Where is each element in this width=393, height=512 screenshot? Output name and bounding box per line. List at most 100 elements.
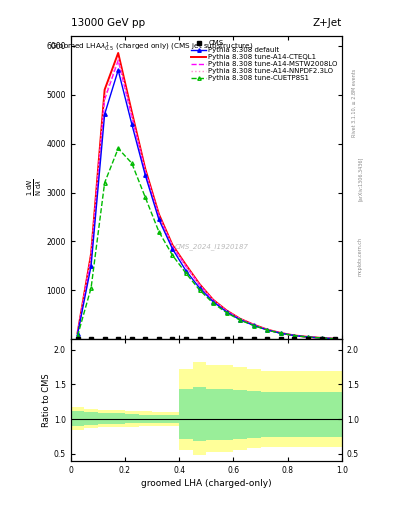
Pythia 8.308 tune-CUETP8S1	[292, 332, 297, 338]
Pythia 8.308 default	[333, 336, 338, 342]
Pythia 8.308 tune-A14-CTEQL1	[184, 262, 188, 268]
Pythia 8.308 default	[265, 327, 270, 333]
Pythia 8.308 tune-A14-CTEQL1	[265, 327, 270, 333]
Pythia 8.308 default	[211, 298, 215, 305]
Pythia 8.308 tune-A14-CTEQL1	[156, 211, 161, 217]
Pythia 8.308 tune-A14-MSTW2008LO	[319, 335, 324, 341]
Pythia 8.308 tune-A14-CTEQL1	[224, 307, 229, 313]
Pythia 8.308 tune-A14-CTEQL1	[238, 316, 242, 322]
Text: Z+Jet: Z+Jet	[313, 18, 342, 28]
Pythia 8.308 tune-A14-NNPDF2.3LO	[265, 327, 270, 333]
Pythia 8.308 tune-CUETP8S1	[211, 300, 215, 306]
Pythia 8.308 default	[129, 121, 134, 127]
Pythia 8.308 tune-A14-CTEQL1	[292, 332, 297, 338]
Pythia 8.308 tune-A14-CTEQL1	[102, 87, 107, 93]
Pythia 8.308 tune-CUETP8S1	[143, 195, 148, 201]
CMS	[306, 336, 310, 343]
Pythia 8.308 tune-A14-MSTW2008LO	[75, 330, 80, 336]
Text: mcplots.cern.ch: mcplots.cern.ch	[358, 237, 363, 275]
Pythia 8.308 tune-A14-MSTW2008LO	[89, 255, 94, 262]
Pythia 8.308 tune-A14-MSTW2008LO	[279, 330, 283, 336]
CMS	[252, 336, 256, 343]
CMS	[224, 336, 229, 343]
Pythia 8.308 tune-A14-NNPDF2.3LO	[319, 335, 324, 341]
Pythia 8.308 tune-A14-NNPDF2.3LO	[292, 332, 297, 338]
Pythia 8.308 tune-CUETP8S1	[252, 323, 256, 329]
Pythia 8.308 tune-A14-MSTW2008LO	[306, 334, 310, 340]
Pythia 8.308 tune-A14-NNPDF2.3LO	[197, 282, 202, 288]
Pythia 8.308 default	[224, 309, 229, 315]
CMS	[129, 336, 134, 343]
Pythia 8.308 tune-A14-NNPDF2.3LO	[238, 316, 242, 322]
CMS	[170, 336, 175, 343]
CMS	[265, 336, 270, 343]
Y-axis label: $\frac{1}{\mathrm{N}}\frac{\mathrm{d}N}{\mathrm{d}\lambda}$: $\frac{1}{\mathrm{N}}\frac{\mathrm{d}N}{…	[26, 179, 44, 197]
Pythia 8.308 tune-CUETP8S1	[224, 310, 229, 316]
Pythia 8.308 tune-CUETP8S1	[184, 270, 188, 276]
Pythia 8.308 default	[89, 263, 94, 269]
Pythia 8.308 tune-CUETP8S1	[75, 333, 80, 339]
Pythia 8.308 tune-A14-NNPDF2.3LO	[129, 112, 134, 118]
Line: Pythia 8.308 tune-CUETP8S1: Pythia 8.308 tune-CUETP8S1	[76, 147, 337, 340]
Pythia 8.308 tune-A14-MSTW2008LO	[292, 332, 297, 338]
Text: [arXiv:1306.3436]: [arXiv:1306.3436]	[358, 157, 363, 201]
CMS	[89, 336, 94, 343]
Pythia 8.308 tune-A14-MSTW2008LO	[102, 96, 107, 102]
Line: Pythia 8.308 default: Pythia 8.308 default	[76, 69, 337, 340]
Pythia 8.308 tune-A14-MSTW2008LO	[265, 327, 270, 333]
Text: CMS_2024_I1920187: CMS_2024_I1920187	[175, 243, 249, 250]
Pythia 8.308 tune-A14-MSTW2008LO	[129, 114, 134, 120]
Pythia 8.308 tune-CUETP8S1	[102, 180, 107, 186]
Pythia 8.308 default	[116, 67, 121, 73]
Text: Rivet 3.1.10, ≥ 2.8M events: Rivet 3.1.10, ≥ 2.8M events	[352, 68, 357, 137]
CMS	[197, 336, 202, 343]
Pythia 8.308 tune-A14-CTEQL1	[143, 166, 148, 172]
Pythia 8.308 tune-A14-NNPDF2.3LO	[156, 212, 161, 219]
CMS	[143, 336, 148, 343]
Pythia 8.308 tune-A14-CTEQL1	[129, 109, 134, 115]
Legend: CMS, Pythia 8.308 default, Pythia 8.308 tune-A14-CTEQL1, Pythia 8.308 tune-A14-M: CMS, Pythia 8.308 default, Pythia 8.308 …	[190, 39, 338, 82]
Pythia 8.308 tune-A14-MSTW2008LO	[156, 214, 161, 220]
CMS	[319, 336, 324, 343]
Pythia 8.308 tune-A14-CTEQL1	[252, 322, 256, 328]
Pythia 8.308 tune-A14-NNPDF2.3LO	[102, 94, 107, 100]
Pythia 8.308 tune-A14-NNPDF2.3LO	[170, 243, 175, 249]
Pythia 8.308 tune-CUETP8S1	[333, 336, 338, 342]
Line: CMS: CMS	[76, 337, 337, 341]
Pythia 8.308 default	[279, 330, 283, 336]
Pythia 8.308 tune-A14-NNPDF2.3LO	[279, 330, 283, 336]
Pythia 8.308 tune-A14-NNPDF2.3LO	[211, 297, 215, 303]
Pythia 8.308 default	[143, 173, 148, 179]
Pythia 8.308 tune-A14-MSTW2008LO	[238, 316, 242, 322]
Pythia 8.308 tune-A14-MSTW2008LO	[143, 169, 148, 175]
Pythia 8.308 tune-A14-MSTW2008LO	[197, 282, 202, 288]
Pythia 8.308 tune-A14-MSTW2008LO	[170, 243, 175, 249]
Pythia 8.308 tune-CUETP8S1	[170, 252, 175, 258]
Pythia 8.308 tune-CUETP8S1	[279, 330, 283, 336]
Pythia 8.308 default	[252, 323, 256, 329]
Pythia 8.308 tune-A14-CTEQL1	[197, 281, 202, 287]
Pythia 8.308 default	[170, 246, 175, 252]
Pythia 8.308 tune-A14-MSTW2008LO	[252, 322, 256, 328]
Pythia 8.308 default	[156, 217, 161, 223]
Pythia 8.308 tune-CUETP8S1	[116, 145, 121, 152]
Pythia 8.308 tune-CUETP8S1	[265, 327, 270, 333]
Y-axis label: Ratio to CMS: Ratio to CMS	[42, 373, 51, 427]
Pythia 8.308 tune-A14-MSTW2008LO	[224, 308, 229, 314]
Pythia 8.308 tune-CUETP8S1	[306, 334, 310, 340]
CMS	[116, 336, 121, 343]
Pythia 8.308 tune-A14-NNPDF2.3LO	[143, 168, 148, 174]
Pythia 8.308 tune-A14-CTEQL1	[170, 242, 175, 248]
Pythia 8.308 tune-A14-MSTW2008LO	[184, 263, 188, 269]
Pythia 8.308 default	[306, 334, 310, 340]
X-axis label: groomed LHA (charged-only): groomed LHA (charged-only)	[141, 479, 272, 488]
Pythia 8.308 tune-A14-NNPDF2.3LO	[89, 253, 94, 259]
CMS	[279, 336, 283, 343]
Pythia 8.308 tune-A14-NNPDF2.3LO	[116, 55, 121, 61]
Line: Pythia 8.308 tune-A14-CTEQL1: Pythia 8.308 tune-A14-CTEQL1	[77, 53, 335, 339]
Pythia 8.308 tune-A14-CTEQL1	[211, 296, 215, 303]
CMS	[184, 336, 188, 343]
Pythia 8.308 tune-A14-NNPDF2.3LO	[75, 330, 80, 336]
Pythia 8.308 tune-CUETP8S1	[197, 287, 202, 293]
Pythia 8.308 tune-A14-MSTW2008LO	[211, 297, 215, 304]
